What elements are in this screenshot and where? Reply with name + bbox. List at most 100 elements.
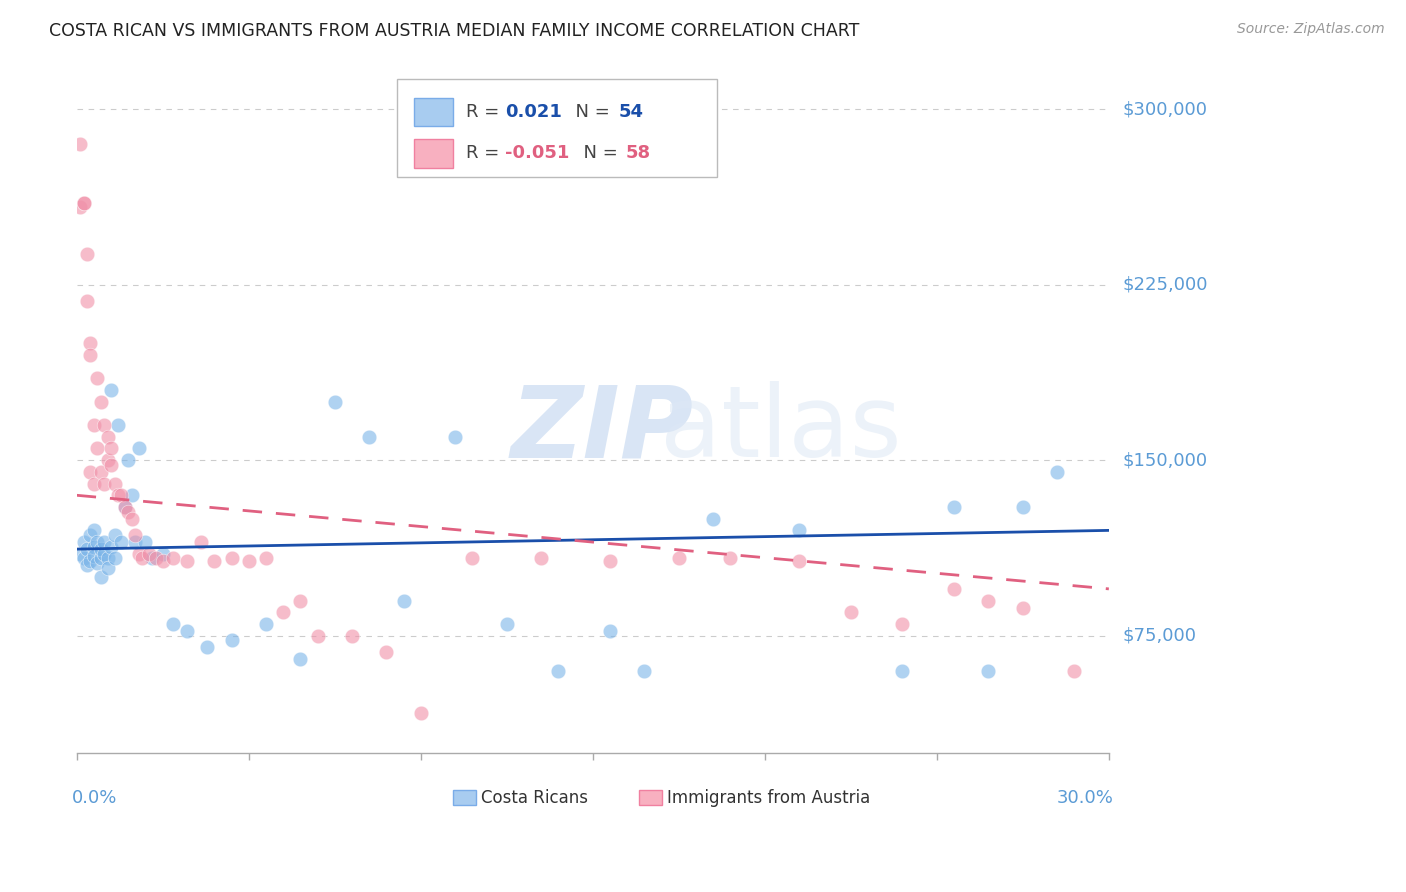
Point [271,605,294,619]
Point [72,195,94,210]
FancyBboxPatch shape [640,790,662,805]
Point [79,554,101,568]
Text: 54: 54 [619,103,644,121]
Point [79,465,101,479]
Point [93,476,115,491]
Point [176,624,198,638]
Point [547,664,569,678]
Text: 0.0%: 0.0% [72,789,117,806]
Point [141,551,163,566]
Text: R =: R = [465,145,505,162]
Point [76,542,98,557]
Point [97,551,120,566]
Point [359,430,381,444]
Point [107,488,129,502]
Point [1046,465,1069,479]
Text: Costa Ricans: Costa Ricans [481,789,588,806]
Point [290,652,312,666]
Point [107,418,129,433]
Point [83,540,105,554]
Point [72,535,94,549]
Point [221,551,243,566]
Point [128,547,150,561]
Point [1011,600,1033,615]
Point [83,476,105,491]
Text: COSTA RICAN VS IMMIGRANTS FROM AUSTRIA MEDIAN FAMILY INCOME CORRELATION CHART: COSTA RICAN VS IMMIGRANTS FROM AUSTRIA M… [49,22,859,40]
Point [340,629,363,643]
Point [839,605,862,619]
Point [93,418,115,433]
Point [138,547,160,561]
Point [97,430,120,444]
Point [86,442,108,456]
Point [97,561,120,575]
Point [152,547,174,561]
Point [83,418,105,433]
Text: N =: N = [564,103,616,121]
Text: Source: ZipAtlas.com: Source: ZipAtlas.com [1237,22,1385,37]
Point [977,593,1000,607]
Point [152,554,174,568]
Point [977,664,1000,678]
Point [307,629,329,643]
Point [221,633,243,648]
Point [599,554,621,568]
Point [86,556,108,570]
Text: Immigrants from Austria: Immigrants from Austria [666,789,870,806]
Point [323,394,346,409]
Point [943,582,966,596]
Point [69,137,91,152]
Point [1063,664,1085,678]
Point [103,528,125,542]
Point [633,664,655,678]
Point [668,551,690,566]
Point [79,336,101,351]
FancyBboxPatch shape [415,139,453,168]
Point [103,551,125,566]
Point [444,430,467,444]
Point [76,294,98,309]
Point [162,617,184,632]
Point [702,511,724,525]
Text: -0.051: -0.051 [505,145,569,162]
Point [69,547,91,561]
Point [103,476,125,491]
Text: $150,000: $150,000 [1123,451,1208,469]
Point [891,664,914,678]
Point [114,500,136,514]
Point [83,524,105,538]
Point [72,551,94,566]
FancyBboxPatch shape [415,98,453,127]
Point [72,195,94,210]
Text: $225,000: $225,000 [1123,276,1208,293]
Point [100,540,122,554]
Point [93,535,115,549]
Point [128,442,150,456]
Point [176,554,198,568]
Point [530,551,553,566]
Text: R =: R = [465,103,505,121]
Text: atlas: atlas [659,381,901,478]
Point [787,554,810,568]
Point [117,453,139,467]
Point [86,535,108,549]
Text: 58: 58 [626,145,651,162]
Point [599,624,621,638]
Point [90,542,112,557]
Point [131,551,153,566]
Text: 0.021: 0.021 [505,103,562,121]
Point [110,535,132,549]
Point [121,511,143,525]
Point [93,547,115,561]
Point [100,458,122,472]
Point [254,551,277,566]
Text: ZIP: ZIP [510,381,693,478]
Point [495,617,517,632]
Point [76,558,98,573]
Point [891,617,914,632]
Point [1011,500,1033,514]
Point [124,535,146,549]
Point [100,383,122,397]
Point [392,593,415,607]
Point [79,528,101,542]
